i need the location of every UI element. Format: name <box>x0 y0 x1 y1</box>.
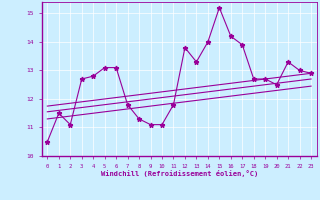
X-axis label: Windchill (Refroidissement éolien,°C): Windchill (Refroidissement éolien,°C) <box>100 170 258 177</box>
